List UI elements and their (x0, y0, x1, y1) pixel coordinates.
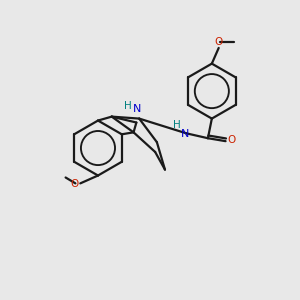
Text: H: H (124, 101, 131, 111)
Text: H: H (172, 121, 180, 130)
Text: N: N (133, 104, 142, 114)
Text: O: O (214, 37, 223, 47)
Text: O: O (70, 179, 78, 189)
Text: N: N (181, 129, 190, 139)
Text: O: O (227, 135, 236, 145)
